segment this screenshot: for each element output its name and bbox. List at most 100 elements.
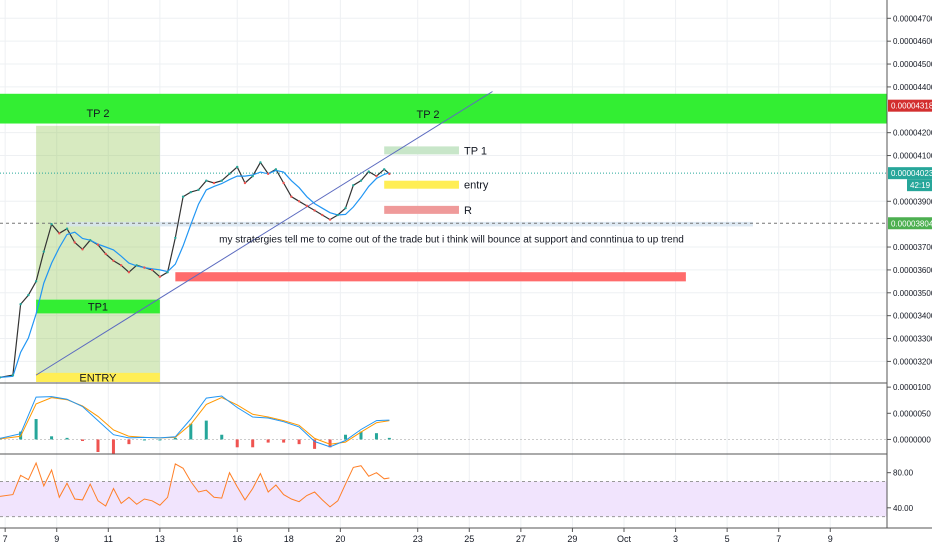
price-tick-label: 0.00004600 [893,37,932,46]
price-tick-label: 0.00003900 [893,197,932,206]
price-point [50,222,53,226]
time-tick-label: 27 [516,534,526,544]
price-tick-label: 0.00003200 [893,357,932,366]
moving-average-line [0,169,390,378]
price-point [236,165,239,169]
price-point [73,241,76,244]
macd-histogram-bar [297,439,301,445]
price-point [42,250,46,253]
time-tick-label: 29 [567,534,577,544]
macd-histogram-bar [387,437,391,440]
price-tick-label: 0.00003500 [893,289,932,298]
support-level-badge-label: 0.00003804 [891,219,932,228]
tp2-label-right: TP 2 [417,109,440,121]
trendline [35,91,493,376]
time-scale: 7 9 11 13 16 18 20 23 25 27 29 Oct 3 5 7 9 [0,527,932,544]
price-point [251,174,254,178]
price-tick-label: 0.00003600 [893,266,932,275]
macd-histogram-bar [81,439,85,442]
price-point [352,184,355,187]
rsi-tick-label: 80.00 [893,469,914,478]
price-tick-label: 0.00004100 [893,152,932,161]
macd-histogram-bar [251,439,255,448]
price-point [259,161,262,164]
time-tick-label: 7 [776,534,781,544]
price-tick-label: 0.00004400 [893,83,932,92]
macd-tick-label: 0.0000100 [893,383,931,392]
rsi-band [0,481,887,517]
price-tick-label: 0.00004700 [893,14,932,23]
last-price-badge-label: 0.00004023 [891,169,932,178]
macd-histogram-bar [328,439,332,448]
time-tick-label: 5 [725,534,730,544]
macd-histogram-bar [142,439,146,441]
price-point [174,236,177,240]
macd-histogram-bar [313,439,317,449]
price-point [313,209,316,212]
macd-histogram-bar [220,434,224,440]
macd-histogram-bar [204,420,208,440]
macd-histogram-bar [96,439,100,452]
macd-line [0,395,390,448]
price-point [34,280,38,283]
macd-histogram-bar [344,434,348,440]
price-tick-label: 0.00003700 [893,243,932,252]
price-point [11,373,15,377]
tp1-zone-left-label: TP1 [88,302,108,314]
tp2-label-left: TP 2 [86,108,109,120]
r-zone-label: R [464,205,472,217]
price-point [243,181,247,185]
price-tick-label: 0.00004500 [893,60,932,69]
rsi-tick-label: 40.00 [893,504,914,513]
last-price-badge-countdown [907,179,932,192]
price-point [166,271,169,274]
price-tick-label: 0.00003400 [893,312,932,321]
price-tick-label: 0.00004200 [893,129,932,138]
macd-histogram-bar [374,433,378,440]
price-point [336,213,339,217]
price-point [266,172,270,176]
time-tick-label: 25 [464,534,474,544]
price-point [112,259,115,262]
entry-zone-left-label: ENTRY [79,372,117,384]
time-tick-label: 9 [828,534,833,544]
tp1-zone-left [36,299,160,314]
macd-histogram-bar [173,437,177,440]
price-tick-label: 0.00003300 [893,335,932,344]
time-tick-label: 23 [413,534,423,544]
last-price-badge-countdown-label: 42:19 [910,181,931,190]
macd-histogram-bar [359,431,363,440]
price-pane: TP1 ENTRY TP 1 entry R TP 2 TP 2 my stratergies… [0,91,887,384]
last-price-badge [888,167,932,180]
time-tick-label: 7 [3,534,8,544]
price-point [58,232,61,235]
macd-histogram-bar [111,439,115,454]
price-point [27,293,30,297]
price-point [158,275,162,278]
price-point [290,195,293,198]
macd-histogram-bar [266,439,270,443]
price-point [228,172,231,176]
time-tick-label: 13 [155,534,165,544]
entry-zone-right-label: entry [464,180,489,192]
price-point [65,227,69,230]
support-level-band [67,221,753,227]
tp-level-badge [888,99,932,112]
price-point [328,218,332,221]
rsi-pane [0,461,887,518]
price-point [205,179,208,182]
support-zone [175,272,686,282]
price-point [321,213,324,217]
macd-histogram-bar [189,423,193,440]
tp-level-badge-label: 0.00004318 [891,102,932,111]
price-scale-background [887,0,932,550]
price-point [81,248,84,251]
r-zone [384,205,459,214]
price-point [127,271,131,274]
support-level-badge [888,217,932,230]
price-point [344,206,347,210]
price-point [150,268,154,272]
price-point [212,181,216,185]
macd-histogram-bar [127,439,131,445]
